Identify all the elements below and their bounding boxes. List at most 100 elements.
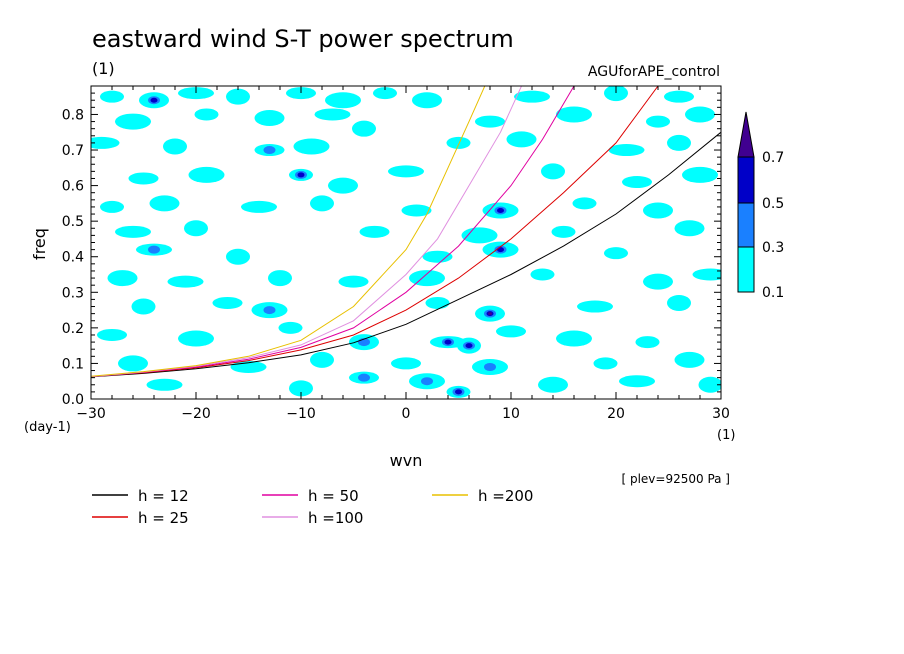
level-note: [ plev=92500 Pa ] [621, 472, 730, 486]
x-axis: −30 −20 −10 0 10 20 30 [76, 86, 730, 422]
y-tick-label: 0.3 [62, 285, 84, 301]
power-contour-blob [107, 270, 138, 287]
x-tick-label: 20 [607, 406, 625, 422]
power-contour-blob [409, 270, 445, 287]
series-line [91, 131, 721, 378]
power-contour-blob [310, 351, 334, 368]
legend-label: h = 50 [308, 487, 359, 505]
power-contour-blob [338, 275, 369, 288]
power-contour-blob [278, 321, 303, 334]
colorbar-label: 0.1 [762, 285, 784, 301]
power-contour-blob [100, 90, 124, 103]
power-contour-blob [212, 296, 243, 309]
power-contour-blob-high [465, 343, 473, 349]
power-contour-blob [328, 177, 358, 194]
x-tick-label: 30 [712, 406, 730, 422]
power-contour-blob [572, 197, 597, 210]
power-contour-blob [412, 92, 442, 109]
power-contour-blob [373, 87, 397, 100]
y-tick-label: 0.7 [62, 143, 84, 159]
chart-subtitle: (1) [92, 59, 115, 78]
power-contour-blob [646, 115, 670, 128]
power-contour-blob [128, 172, 159, 185]
power-contour-blob [97, 328, 127, 341]
power-contour-blob [254, 110, 285, 127]
power-contour-blob [289, 380, 313, 397]
y-axis: 0.0 0.1 0.2 0.3 0.4 0.5 0.6 0.7 0.8 [62, 85, 721, 408]
legend: h = 12 h = 25 h = 50 h =100 h =200 [92, 487, 533, 527]
legend-label: h = 25 [138, 509, 189, 527]
power-contour-blob-high [297, 172, 305, 178]
power-contour-blob [619, 375, 655, 388]
power-contour-blob [604, 86, 628, 102]
power-contour-blob [541, 163, 565, 180]
series-line [91, 86, 486, 377]
power-contour-blob-high [497, 207, 504, 213]
x-tick-label: 10 [502, 406, 520, 422]
y-tick-label: 0.4 [62, 250, 84, 266]
power-contour-blob [496, 325, 526, 338]
power-contour-blob [475, 115, 505, 128]
power-contour-blob [461, 227, 498, 244]
power-contour-blob [674, 351, 705, 368]
series-line [91, 86, 575, 378]
power-contour-blob [514, 90, 550, 103]
colorbar-segment [737, 156, 755, 204]
power-contour-blob-mid [358, 373, 370, 382]
power-contour-blob [577, 300, 613, 313]
power-contour-blob-mid [148, 245, 160, 254]
power-contour-blob [178, 330, 214, 347]
power-contour-blob-mid [484, 362, 496, 371]
power-shading [91, 86, 721, 398]
power-contour-blob-mid [421, 377, 433, 386]
colorbar-segment [737, 202, 755, 248]
power-contour-blob [131, 298, 156, 315]
power-contour-blob [556, 106, 592, 123]
power-contour-blob [692, 268, 721, 281]
power-contour-blob [664, 90, 694, 103]
power-contour-blob [226, 248, 250, 265]
colorbar-label: 0.3 [762, 240, 784, 256]
power-contour-blob [194, 108, 219, 121]
power-contour-blob-high [497, 247, 504, 253]
power-contour-blob [359, 225, 390, 238]
power-contour-blob [422, 250, 453, 263]
power-contour-blob [100, 200, 124, 213]
power-contour-blob [226, 88, 250, 105]
power-contour-blob [530, 268, 555, 281]
power-contour-blob [388, 165, 424, 178]
power-contour-blob-high [150, 97, 158, 103]
experiment-label: AGUforAPE_control [588, 64, 720, 80]
power-contour-blob [643, 202, 673, 219]
power-contour-blob [91, 136, 120, 149]
power-contour-blob [241, 200, 277, 213]
series-line [91, 86, 522, 378]
power-contour-blob [667, 134, 691, 151]
power-contour-blob [682, 166, 718, 183]
legend-label: h = 12 [138, 487, 189, 505]
power-contour-blob [401, 204, 432, 217]
colorbar-label: 0.7 [762, 150, 784, 166]
power-contour-blob [604, 247, 628, 260]
power-contour-blob [551, 225, 576, 238]
y-tick-label: 0.2 [62, 321, 84, 337]
y-unit-label: (day-1) [24, 420, 71, 435]
power-contour-blob [635, 336, 660, 349]
x-tick-label: −30 [76, 406, 106, 422]
power-contour-blob [146, 378, 183, 391]
power-contour-blob [178, 87, 214, 100]
y-tick-label: 0.0 [62, 392, 84, 408]
power-contour-blob [352, 120, 376, 137]
power-contour-blob-peak [488, 312, 492, 316]
power-contour-blob [184, 220, 208, 237]
series-line [91, 86, 659, 378]
power-contour-blob [310, 195, 334, 212]
power-contour-blob [149, 195, 180, 212]
power-contour-blob [391, 357, 421, 370]
x-unit-label: (1) [717, 428, 735, 443]
y-tick-label: 0.6 [62, 179, 84, 195]
power-contour-blob-mid [263, 146, 276, 155]
power-contour-blob [538, 376, 568, 393]
power-contour-blob [286, 87, 316, 100]
